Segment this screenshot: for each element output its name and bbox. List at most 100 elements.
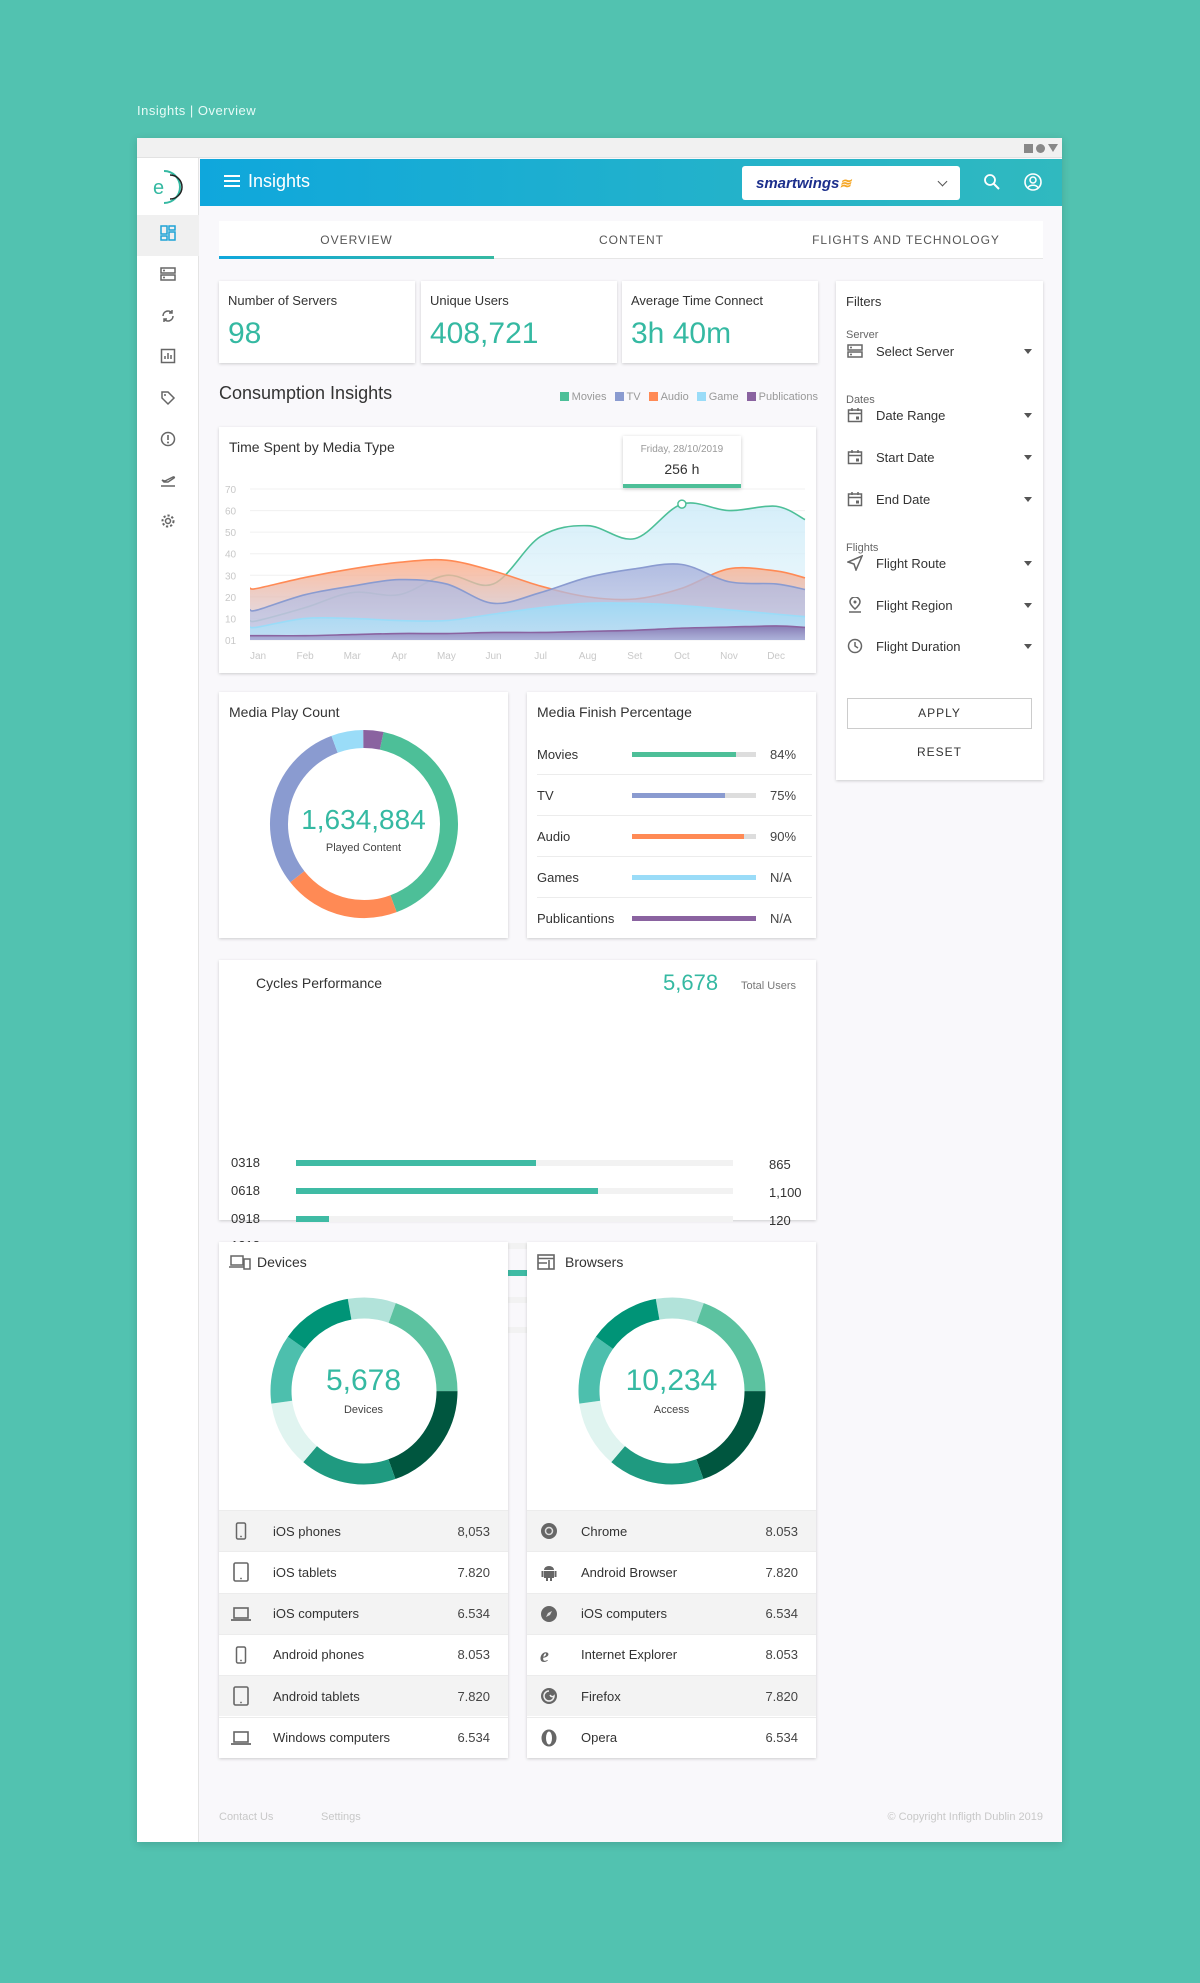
media-play-donut[interactable] — [219, 692, 508, 938]
window-square-icon[interactable] — [1024, 144, 1033, 153]
pie-segment[interactable] — [263, 723, 465, 925]
legend-item[interactable]: Game — [696, 391, 739, 403]
list-item[interactable]: iOS phones 8,053 — [219, 1510, 508, 1551]
series-line-game[interactable] — [249, 602, 806, 629]
devices-segment[interactable] — [268, 1295, 460, 1487]
sidebar-item-sync[interactable] — [137, 298, 199, 339]
window-triangle-icon[interactable] — [1048, 144, 1058, 152]
airline-select[interactable]: smartwings ≋ — [742, 166, 960, 200]
filter-end-date-select[interactable]: End Date — [846, 487, 1032, 511]
gear-icon — [160, 513, 176, 534]
app-header: Insights smartwings ≋ — [200, 159, 1062, 206]
filter-flight-region-select[interactable]: Flight Region — [846, 593, 1032, 617]
list-item[interactable]: Android phones 8.053 — [219, 1633, 508, 1675]
footer-contact-link[interactable]: Contact Us — [219, 1811, 274, 1823]
tooltip-date: Friday, 28/10/2019 — [640, 444, 724, 456]
pie-segment[interactable] — [263, 723, 465, 925]
tab-overview[interactable]: OVERVIEW — [320, 233, 393, 247]
series-line-publications[interactable] — [250, 625, 806, 637]
list-item[interactable]: Android Browser 7.820 — [527, 1551, 816, 1592]
legend-label: Audio — [660, 390, 689, 403]
tab-content[interactable]: CONTENT — [599, 233, 664, 247]
list-item[interactable]: Chrome 8.053 — [527, 1510, 816, 1551]
sync-icon — [160, 308, 176, 329]
user-account-icon[interactable] — [1023, 172, 1043, 197]
series-line-audio[interactable] — [249, 558, 806, 601]
series-line-tv[interactable] — [249, 563, 806, 612]
cycle-bar-track — [296, 1216, 733, 1222]
filter-start-date-select[interactable]: Start Date — [846, 445, 1032, 469]
footer-settings-link[interactable]: Settings — [321, 1811, 361, 1823]
filter-date-range-select[interactable]: Date Range — [846, 403, 1032, 427]
sidebar-item-bar-chart[interactable] — [137, 338, 199, 379]
sidebar-item-dashboard[interactable] — [137, 215, 199, 256]
svg-text:e: e — [153, 177, 164, 199]
browsers-donut[interactable] — [527, 1242, 816, 1502]
devices-segment[interactable] — [268, 1295, 460, 1487]
devices-donut[interactable] — [219, 1242, 508, 1502]
item-value: 7.820 — [765, 1564, 798, 1580]
apply-button[interactable]: APPLY — [847, 698, 1032, 729]
legend-item[interactable]: TV — [614, 391, 641, 403]
phone-icon — [229, 1522, 253, 1540]
sidebar-item-gear[interactable] — [137, 503, 199, 544]
list-item[interactable]: Firefox 7.820 — [527, 1675, 816, 1717]
legend-item[interactable]: Audio — [648, 390, 689, 403]
location-pin-icon — [846, 596, 864, 614]
browsers-segment[interactable] — [576, 1295, 768, 1487]
list-item[interactable]: iOS computers 6.534 — [219, 1592, 508, 1634]
devices-segment[interactable] — [268, 1295, 460, 1487]
chart-tooltip: Friday, 28/10/2019 256 h — [622, 436, 741, 489]
donut-center-value: 10,234 — [625, 1364, 718, 1397]
tab-flights-and-technology[interactable]: FLIGHTS AND TECHNOLOGY — [812, 233, 1000, 247]
list-item[interactable]: iOS computers 6.534 — [527, 1592, 816, 1634]
media-finish-row: TV 75% — [537, 775, 812, 816]
item-value: 7.820 — [457, 1564, 490, 1580]
app-logo[interactable]: e — [150, 167, 186, 212]
sidebar-item-server[interactable] — [137, 256, 199, 297]
filter-flight-route-select[interactable]: Flight Route — [846, 551, 1032, 575]
sidebar-item-tag[interactable] — [137, 380, 199, 421]
tooltip-marker[interactable] — [677, 499, 687, 509]
filter-select-server-select[interactable]: Select Server — [846, 339, 1032, 363]
percent-value: N/A — [770, 911, 792, 926]
devices-segment[interactable] — [268, 1295, 460, 1487]
sidebar-item-alert[interactable] — [137, 421, 199, 462]
stat-card: Average Time Connect 3h 40m — [622, 281, 818, 363]
y-tick-label: 60 — [225, 507, 237, 518]
legend-item[interactable]: Publications — [746, 391, 818, 403]
item-label: Opera — [581, 1730, 618, 1745]
window-circle-icon[interactable] — [1036, 144, 1045, 153]
list-item[interactable]: Opera 6.534 — [527, 1716, 816, 1758]
list-item[interactable]: Android tablets 7.820 — [219, 1675, 508, 1717]
browsers-segment[interactable] — [576, 1295, 768, 1487]
hamburger-menu-icon[interactable] — [224, 175, 240, 187]
cycle-label: 0618 — [231, 1183, 260, 1198]
ie-icon: e — [537, 1646, 561, 1664]
filter-label: Flight Duration — [876, 638, 961, 654]
item-value: 8,053 — [457, 1523, 490, 1539]
reset-button[interactable]: RESET — [916, 745, 962, 759]
cycle-bar-fill — [296, 1160, 537, 1166]
list-item[interactable]: e Internet Explorer 8.053 — [527, 1633, 816, 1675]
list-item[interactable]: Windows computers 6.534 — [219, 1716, 508, 1758]
progress-track — [632, 874, 756, 880]
search-icon[interactable] — [983, 173, 1001, 196]
item-value: 6.534 — [765, 1730, 798, 1745]
filter-flight-duration-select[interactable]: Flight Duration — [846, 634, 1032, 658]
tag-icon — [160, 390, 176, 411]
sidebar-item-flight[interactable] — [137, 462, 199, 503]
item-label: iOS computers — [273, 1606, 359, 1622]
legend-swatch — [648, 392, 658, 401]
media-finish-card: Media Finish Percentage Movies 84% TV 75… — [527, 692, 816, 938]
legend-item[interactable]: Movies — [559, 390, 607, 403]
item-label: iOS computers — [581, 1606, 667, 1622]
list-item[interactable]: iOS tablets 7.820 — [219, 1551, 508, 1592]
x-tick-label: Jan — [250, 651, 266, 662]
area-chart[interactable]: 01 10 20 30 40 50 60 70 Jan Feb Mar Apr May Jun Jul Aug… — [219, 427, 816, 673]
pie-segment[interactable] — [263, 723, 465, 925]
browsers-segment[interactable] — [576, 1295, 768, 1487]
browsers-segment[interactable] — [576, 1295, 768, 1487]
legend-label: Movies — [571, 390, 607, 403]
stat-card: Number of Servers 98 — [219, 281, 415, 363]
